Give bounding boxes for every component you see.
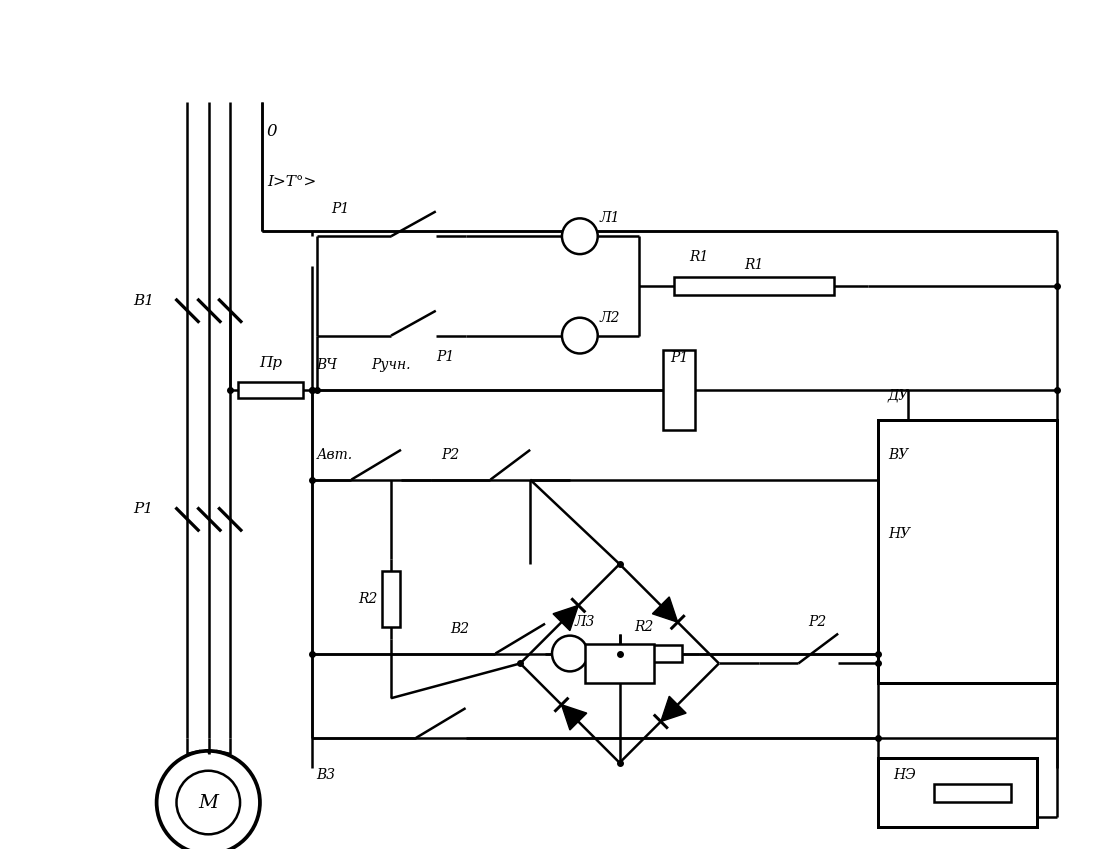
- Text: Авт.: Авт.: [317, 448, 352, 462]
- Text: НЭ: НЭ: [893, 768, 915, 782]
- Text: Л1: Л1: [600, 211, 620, 226]
- Polygon shape: [561, 705, 587, 730]
- Circle shape: [177, 771, 240, 834]
- Bar: [673, 277, 833, 295]
- Text: Р1: Р1: [331, 203, 350, 216]
- Circle shape: [552, 636, 588, 671]
- Text: М: М: [198, 793, 218, 811]
- Polygon shape: [652, 597, 678, 622]
- Text: Л3: Л3: [574, 614, 595, 629]
- Text: I>T°>: I>T°>: [267, 175, 317, 188]
- Text: Р2: Р2: [441, 448, 459, 462]
- Bar: [663, 350, 695, 430]
- Text: R2: R2: [358, 592, 377, 606]
- Text: Ручн.: Ручн.: [371, 359, 411, 372]
- Bar: [238, 383, 303, 398]
- Text: ДУ: ДУ: [888, 389, 909, 402]
- Text: R2: R2: [633, 619, 653, 634]
- Bar: [604, 645, 682, 663]
- Polygon shape: [553, 605, 579, 630]
- Text: Р1: Р1: [670, 351, 689, 366]
- Text: В3: В3: [317, 768, 336, 782]
- Polygon shape: [661, 696, 687, 722]
- Text: Р1: Р1: [436, 350, 454, 365]
- Text: Р2: Р2: [809, 614, 827, 629]
- Bar: [878, 757, 1037, 827]
- Text: ВУ: ВУ: [888, 448, 908, 462]
- Bar: [934, 784, 1011, 802]
- Circle shape: [562, 318, 598, 354]
- Bar: [878, 420, 1057, 683]
- Circle shape: [562, 218, 598, 254]
- Text: R1: R1: [744, 258, 763, 272]
- Text: В1: В1: [133, 294, 153, 308]
- Text: Р2: Р2: [610, 656, 629, 671]
- Text: Р1: Р1: [133, 503, 153, 516]
- Bar: [584, 643, 654, 683]
- Circle shape: [157, 751, 260, 852]
- Text: НУ: НУ: [888, 527, 910, 541]
- Text: ВЧ: ВЧ: [317, 359, 338, 372]
- Bar: [382, 571, 400, 627]
- Text: В2: В2: [451, 622, 470, 636]
- Text: Пр: Пр: [259, 356, 282, 371]
- Text: 0: 0: [267, 124, 278, 141]
- Text: Л2: Л2: [600, 311, 620, 325]
- Text: R1: R1: [689, 250, 709, 264]
